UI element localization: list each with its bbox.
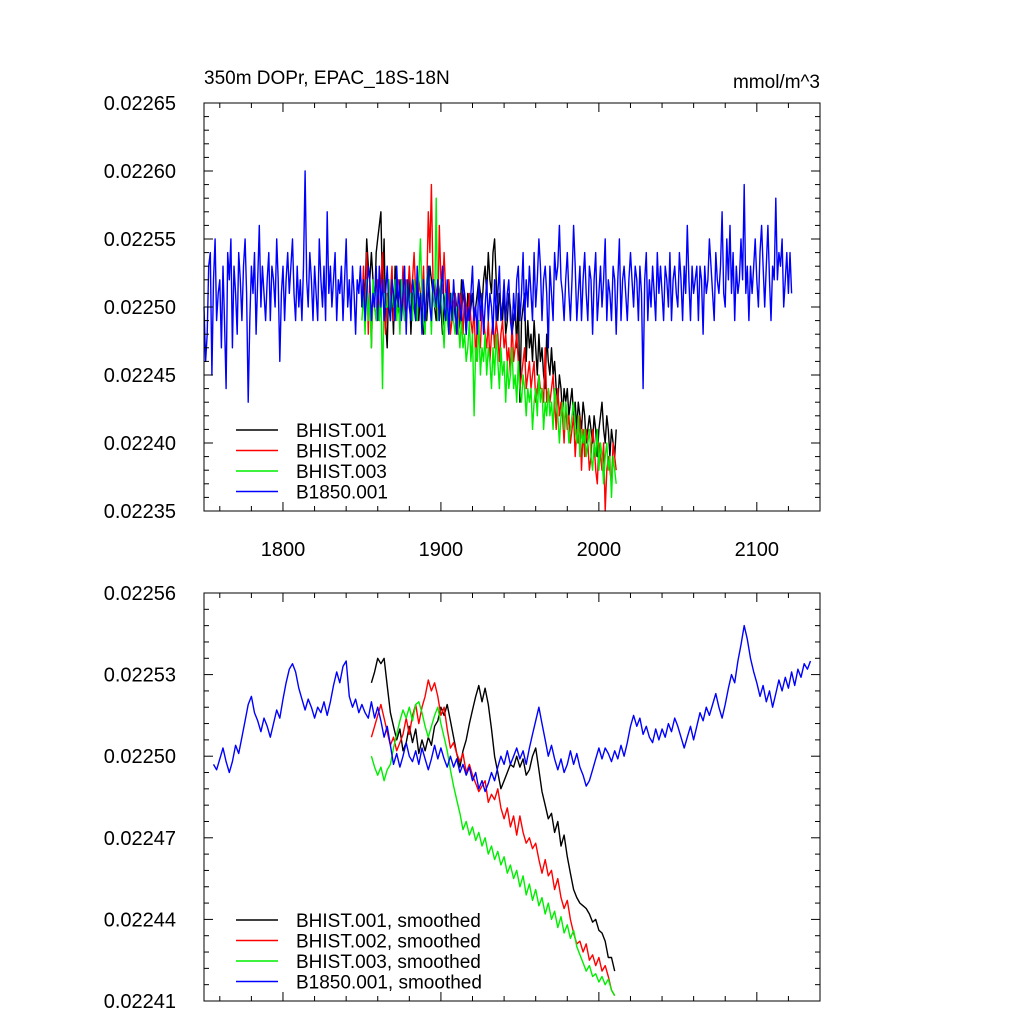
legend-label: B1850.001, smoothed bbox=[296, 973, 482, 994]
y-tick-label: 0.02245 bbox=[104, 365, 176, 387]
y-tick-label: 0.02256 bbox=[104, 583, 176, 605]
panel-top-title: 350m DOPr, EPAC_18S-18N bbox=[204, 68, 450, 89]
legend-label: BHIST.002 bbox=[296, 442, 387, 463]
series-line-1-3 bbox=[212, 624, 812, 793]
y-tick-label: 0.02244 bbox=[104, 909, 176, 931]
y-tick-label: 0.02247 bbox=[104, 828, 176, 850]
panel-top-chart: 350m DOPr, EPAC_18S-18N mmol/m^3 0.02235… bbox=[104, 68, 821, 561]
y-tick-label: 0.02250 bbox=[104, 297, 176, 319]
y-tick-label: 0.02265 bbox=[104, 93, 176, 115]
x-tick-label: 2100 bbox=[735, 539, 780, 561]
panel-bottom-series-group bbox=[212, 624, 812, 996]
series-line-1-2 bbox=[370, 701, 616, 996]
series-line-0-1 bbox=[361, 183, 617, 512]
legend-label: BHIST.001, smoothed bbox=[296, 911, 481, 932]
x-tick-label: 1800 bbox=[261, 539, 306, 561]
x-tick-label: 2000 bbox=[577, 539, 622, 561]
legend-label: BHIST.002, smoothed bbox=[296, 932, 481, 953]
panel-top-x-tick-labels: 1800 1900 2000 2100 bbox=[261, 539, 779, 561]
panel-top-ticks bbox=[204, 102, 821, 512]
legend-label: B1850.001 bbox=[296, 483, 388, 504]
y-tick-label: 0.02255 bbox=[104, 229, 176, 251]
legend-label: BHIST.003 bbox=[296, 462, 387, 483]
y-tick-label: 0.02240 bbox=[104, 433, 176, 455]
x-tick-label: 1900 bbox=[419, 539, 464, 561]
legend-label: BHIST.001 bbox=[296, 421, 387, 442]
panel-top-units-label: mmol/m^3 bbox=[733, 72, 820, 93]
series-line-0-2 bbox=[361, 197, 617, 499]
y-tick-label: 0.02253 bbox=[104, 665, 176, 687]
panel-bottom-frame bbox=[203, 592, 821, 1002]
series-line-0-3 bbox=[203, 170, 793, 403]
panel-top-series-group bbox=[203, 170, 793, 512]
panel-bottom-ticks bbox=[204, 592, 821, 1002]
y-tick-label: 0.02260 bbox=[104, 161, 176, 183]
y-tick-label: 0.02250 bbox=[104, 746, 176, 768]
y-tick-label: 0.02235 bbox=[104, 501, 176, 523]
panel-bottom-chart: 0.02241 0.02244 0.02247 0.02250 0.02253 0.022… bbox=[104, 583, 821, 1013]
panel-bottom-y-tick-labels: 0.02241 0.02244 0.02247 0.02250 0.02253 0.022… bbox=[104, 583, 176, 1013]
legend-label: BHIST.003, smoothed bbox=[296, 952, 481, 973]
panel-top-y-tick-labels: 0.02235 0.02240 0.02245 0.02250 0.02255 0.022… bbox=[104, 93, 176, 523]
y-tick-label: 0.02241 bbox=[104, 991, 176, 1013]
series-line-1-0 bbox=[370, 657, 616, 972]
